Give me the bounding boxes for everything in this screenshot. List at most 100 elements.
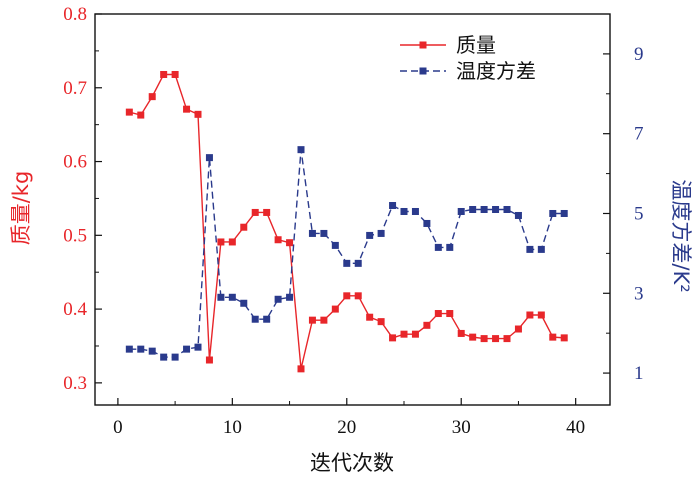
- x-axis-title: 迭代次数: [310, 451, 394, 475]
- data-point-mass: [217, 238, 225, 246]
- data-point-mass: [343, 292, 351, 300]
- data-point-mass: [331, 305, 339, 313]
- data-point-variance: [377, 229, 385, 237]
- data-point-mass: [400, 330, 408, 338]
- data-point-variance: [560, 209, 568, 217]
- data-point-variance: [205, 154, 213, 162]
- data-point-mass: [423, 321, 431, 329]
- data-point-mass: [457, 329, 465, 337]
- legend-label-mass: 质量: [456, 33, 496, 57]
- left-axis-title: 质量/kg: [9, 171, 33, 246]
- x-tick-label: 10: [223, 417, 242, 438]
- data-point-variance: [183, 345, 191, 353]
- data-point-variance: [549, 209, 557, 217]
- left-tick-label: 0.4: [63, 299, 87, 320]
- data-point-variance: [343, 259, 351, 267]
- left-tick-label: 0.5: [63, 225, 87, 246]
- data-point-variance: [492, 206, 500, 213]
- right-tick-label: 7: [634, 124, 644, 145]
- plot-frame: [94, 13, 611, 406]
- data-point-variance: [308, 229, 316, 237]
- data-point-variance: [537, 245, 545, 253]
- data-point-variance: [274, 295, 282, 303]
- left-tick-label: 0.8: [63, 4, 87, 25]
- data-point-mass: [160, 70, 168, 78]
- data-point-variance: [469, 206, 477, 213]
- data-point-mass: [389, 334, 397, 342]
- data-point-variance: [514, 211, 522, 219]
- data-point-mass: [286, 239, 294, 247]
- data-point-mass: [183, 105, 191, 113]
- right-axis-ticks: 1 3 5 7 9: [603, 13, 644, 384]
- data-point-mass: [274, 236, 282, 244]
- x-tick-label: 0: [113, 417, 123, 438]
- left-tick-label: 0.6: [63, 152, 87, 173]
- data-point-variance: [137, 345, 145, 353]
- data-point-mass: [537, 311, 545, 319]
- series-layer: [125, 70, 568, 373]
- x-axis-ticks: 0 10 20 30 40: [113, 398, 585, 438]
- data-point-variance: [171, 353, 179, 361]
- data-point-mass: [171, 70, 179, 78]
- data-point-variance: [228, 293, 236, 301]
- data-point-variance: [480, 206, 488, 213]
- data-point-mass: [240, 223, 248, 231]
- data-point-variance: [251, 315, 259, 323]
- right-tick-label: 1: [634, 363, 644, 384]
- data-point-mass: [526, 311, 534, 319]
- right-tick-label: 5: [634, 203, 644, 224]
- legend-marker-mass: [419, 41, 427, 49]
- right-tick-label: 9: [634, 44, 644, 65]
- data-point-mass: [560, 334, 568, 342]
- legend-marker-variance: [419, 67, 427, 75]
- data-point-variance: [389, 202, 397, 210]
- data-point-mass: [194, 110, 202, 118]
- data-point-mass: [263, 208, 271, 216]
- data-point-variance: [297, 146, 305, 154]
- right-axis-title: 温度方差/K²: [669, 179, 693, 292]
- data-point-mass: [320, 316, 328, 324]
- data-point-variance: [217, 293, 225, 301]
- data-point-variance: [526, 245, 534, 253]
- left-tick-label: 0.3: [63, 373, 87, 394]
- data-point-variance: [331, 241, 339, 249]
- data-point-mass: [308, 316, 316, 324]
- legend: 质量 温度方差: [400, 33, 536, 83]
- data-point-mass: [148, 93, 156, 101]
- right-tick-label: 3: [634, 283, 644, 304]
- data-point-mass: [480, 335, 488, 343]
- x-tick-label: 40: [566, 417, 585, 438]
- data-point-variance: [320, 229, 328, 237]
- x-tick-label: 20: [337, 417, 356, 438]
- data-point-mass: [228, 238, 236, 246]
- data-point-mass: [377, 318, 385, 326]
- data-point-variance: [160, 353, 168, 361]
- data-point-variance: [503, 206, 511, 213]
- x-tick-label: 30: [452, 417, 471, 438]
- data-point-variance: [263, 315, 271, 323]
- data-point-variance: [411, 207, 419, 215]
- data-point-variance: [434, 243, 442, 251]
- data-point-mass: [251, 208, 259, 216]
- data-point-variance: [446, 243, 454, 251]
- data-point-mass: [503, 335, 511, 343]
- data-point-variance: [240, 299, 248, 307]
- series-line-variance: [129, 149, 565, 358]
- left-axis-ticks: 0.3 0.4 0.5 0.6 0.7 0.8: [63, 4, 102, 394]
- data-point-variance: [400, 207, 408, 215]
- data-point-variance: [125, 345, 133, 353]
- data-point-variance: [423, 219, 431, 227]
- data-point-mass: [549, 333, 557, 341]
- legend-label-variance: 温度方差: [456, 59, 536, 83]
- data-point-mass: [354, 292, 362, 300]
- data-point-mass: [514, 325, 522, 333]
- data-point-mass: [205, 356, 213, 364]
- data-point-variance: [148, 347, 156, 355]
- data-point-variance: [286, 293, 294, 301]
- data-point-mass: [366, 313, 374, 321]
- data-point-mass: [297, 365, 305, 373]
- left-tick-label: 0.7: [63, 78, 87, 99]
- data-point-variance: [194, 343, 202, 351]
- data-point-mass: [137, 111, 145, 119]
